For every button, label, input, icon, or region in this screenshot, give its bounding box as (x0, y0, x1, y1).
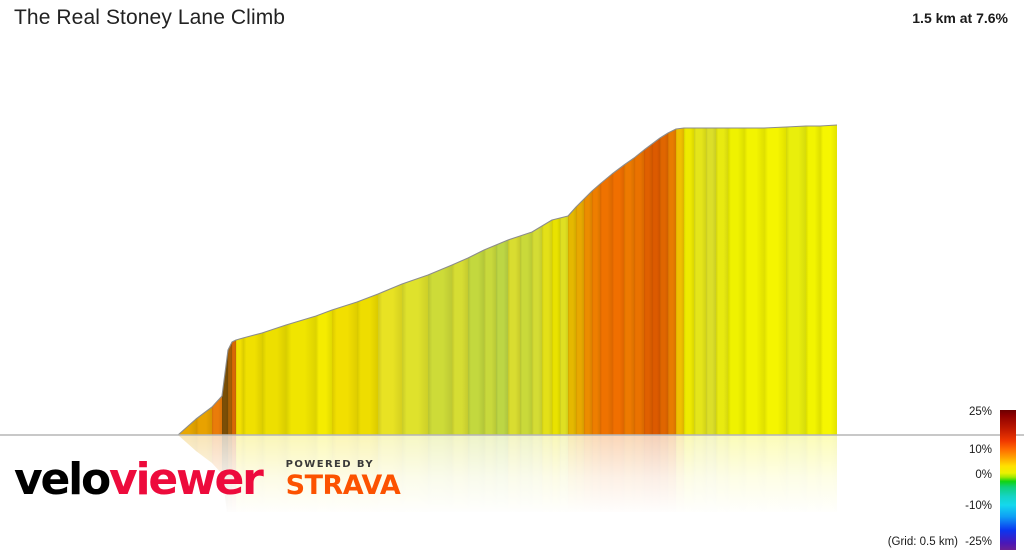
profile-segment (820, 125, 837, 435)
profile-reflection (0, 435, 1024, 512)
strava-wordmark: STRAVA (285, 470, 401, 501)
profile-segment (316, 310, 332, 435)
gradient-legend: 25% 10% 0% -10% -25% (904, 406, 1024, 554)
profile-segment (196, 407, 212, 435)
profile-segment (576, 199, 584, 435)
profile-segment (243, 333, 262, 435)
profile-segment (676, 128, 684, 435)
profile-segment (764, 127, 786, 435)
climb-stats: 1.5 km at 7.6% (912, 10, 1008, 26)
profile-segment (236, 338, 243, 435)
profile-segment (262, 325, 286, 435)
profile-segment (212, 396, 222, 435)
veloviewer-logo-viewer: viewer (109, 454, 264, 505)
profile-segment (706, 128, 716, 435)
profile-segment (592, 184, 600, 435)
veloviewer-logo-velo: velo (14, 454, 111, 505)
profile-segment (232, 340, 236, 435)
profile-segment (684, 128, 694, 435)
profile-segment (508, 236, 520, 435)
chart-header: The Real Stoney Lane Climb 1.5 km at 7.6… (0, 0, 1024, 42)
profile-segment (668, 129, 676, 435)
elevation-profile-chart[interactable]: 25% 10% 0% -10% -25% (Grid: 0.5 km) (0, 42, 1024, 550)
profile-segment (806, 126, 820, 435)
profile-segment (532, 226, 542, 435)
profile-segment (468, 250, 484, 435)
profile-segment (428, 265, 452, 435)
profile-segments (178, 125, 837, 435)
profile-segment (357, 294, 378, 435)
legend-label-max: 25% (968, 406, 992, 418)
veloviewer-logo[interactable]: veloviewer (14, 458, 264, 502)
legend-label-high: 10% (968, 444, 992, 456)
profile-segment (660, 133, 668, 435)
strava-attribution[interactable]: POWERED BY STRAVA (286, 459, 401, 501)
grid-note: (Grid: 0.5 km) (887, 536, 958, 548)
profile-segment (496, 240, 508, 435)
legend-label-zero: 0% (975, 469, 992, 481)
profile-segment (652, 138, 660, 435)
profile-segment (744, 128, 764, 435)
profile-segment (560, 216, 568, 435)
profile-segment (716, 128, 728, 435)
profile-segment (786, 126, 806, 435)
branding-block: veloviewer POWERED BY STRAVA (14, 454, 401, 506)
gradient-legend-bar (1000, 410, 1016, 550)
profile-segment (728, 128, 744, 435)
profile-outline (177, 124, 838, 436)
profile-segment (584, 191, 592, 435)
profile-segment (484, 245, 496, 435)
profile-segment (624, 158, 634, 435)
profile-segment (634, 150, 644, 435)
powered-by-label: POWERED BY (285, 459, 374, 470)
profile-segment (228, 342, 232, 435)
profile-segment (612, 165, 624, 435)
profile-segment (552, 218, 560, 435)
page-title: The Real Stoney Lane Climb (14, 6, 286, 29)
profile-segment (402, 275, 428, 435)
profile-segment (378, 284, 402, 435)
profile-segment (452, 258, 468, 435)
profile-segment (332, 302, 357, 435)
profile-segment (568, 207, 576, 435)
profile-segment (694, 128, 706, 435)
profile-segment (644, 144, 652, 435)
legend-label-min: -25% (965, 536, 992, 548)
profile-segment (520, 232, 532, 435)
elevation-profile-svg (0, 124, 1024, 512)
profile-segment (222, 350, 228, 435)
profile-segment (600, 174, 612, 435)
profile-segment (542, 220, 552, 435)
profile-segment (286, 316, 316, 435)
legend-label-low: -10% (965, 500, 992, 512)
